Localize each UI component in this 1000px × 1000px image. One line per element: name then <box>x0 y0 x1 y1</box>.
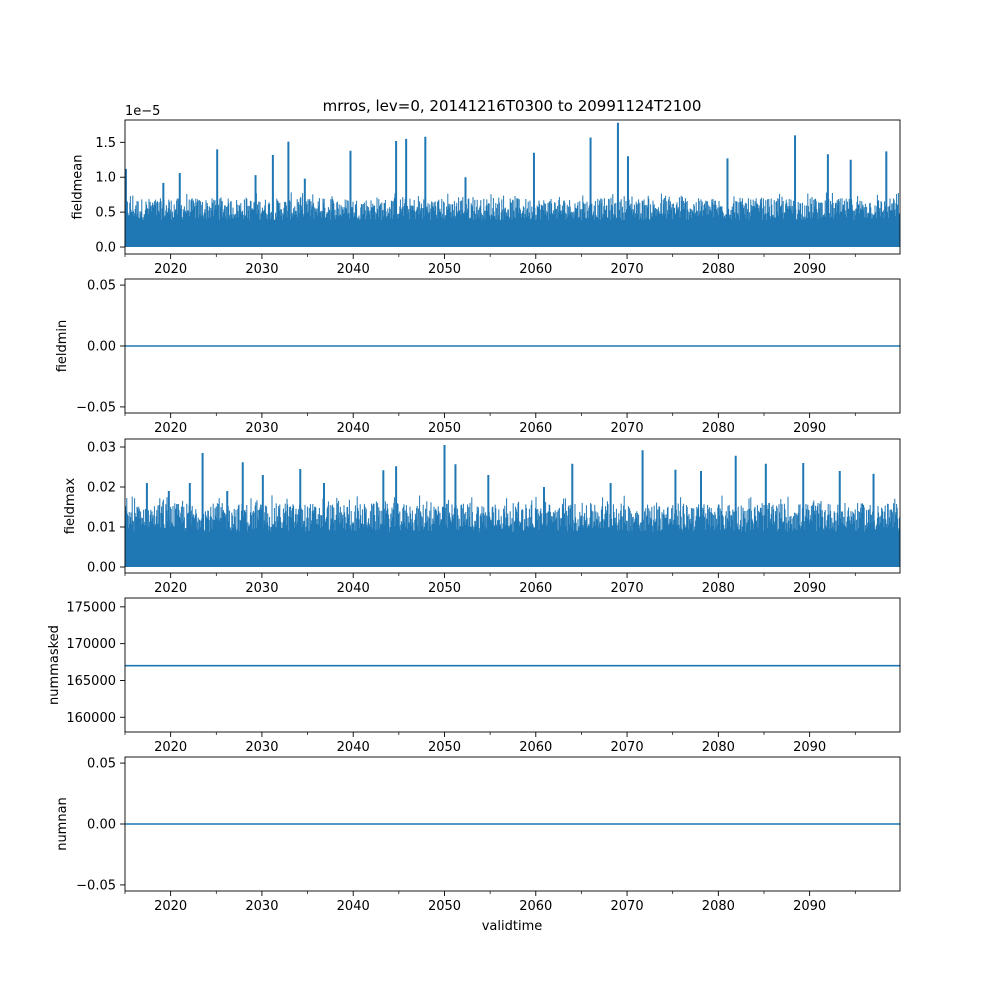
series-fieldmax <box>124 445 901 567</box>
x-tick-label-nummasked-3: 2050 <box>428 740 461 755</box>
y-tick-label-fieldmin-1: 0.00 <box>87 340 116 355</box>
x-tick-label-fieldmean-2: 2040 <box>337 262 370 277</box>
x-tick-label-fieldmean-6: 2080 <box>702 262 735 277</box>
chart-title: mrros, lev=0, 20141216T0300 to 20991124T… <box>323 97 702 115</box>
x-tick-label-fieldmin-7: 2090 <box>793 421 826 436</box>
x-tick-label-numnan-6: 2080 <box>702 899 735 914</box>
x-tick-label-fieldmean-7: 2090 <box>793 262 826 277</box>
panel-nummasked: 2020 2030 2040 2050 2060 2070 2080 2090 160000 16… <box>47 597 901 755</box>
x-tick-label-numnan-5: 2070 <box>611 899 644 914</box>
y-tick-label-fieldmean-1: 0.5 <box>95 206 116 221</box>
x-tick-label-fieldmean-0: 2020 <box>154 262 187 277</box>
axes-frame-nummasked <box>124 597 901 733</box>
x-tick-label-fieldmin-6: 2080 <box>702 421 735 436</box>
y-tick-label-fieldmean-3: 1.5 <box>95 136 116 151</box>
x-tick-label-fieldmax-7: 2090 <box>793 581 826 596</box>
y-axis-label-numnan: numnan <box>55 797 70 851</box>
x-tick-label-fieldmin-0: 2020 <box>154 421 187 436</box>
offset-label-fieldmean: 1e−5 <box>125 104 160 119</box>
x-tick-label-numnan-0: 2020 <box>154 899 187 914</box>
y-tick-label-fieldmax-3: 0.03 <box>87 441 116 456</box>
x-tick-label-fieldmean-1: 2030 <box>245 262 278 277</box>
x-tick-label-numnan-7: 2090 <box>793 899 826 914</box>
y-tick-label-fieldmean-2: 1.0 <box>95 171 116 186</box>
x-tick-label-fieldmax-2: 2040 <box>337 581 370 596</box>
series-fieldmean <box>124 122 901 248</box>
x-tick-label-fieldmin-2: 2040 <box>337 421 370 436</box>
x-tick-label-fieldmax-3: 2050 <box>428 581 461 596</box>
y-axis-label-fieldmax: fieldmax <box>63 478 78 535</box>
y-tick-label-fieldmax-1: 0.01 <box>87 521 116 536</box>
x-tick-label-fieldmean-4: 2060 <box>519 262 552 277</box>
panel-fieldmean: 2020 2030 2040 2050 2060 2070 2080 2090 0.0 0.5 1.… <box>71 104 901 277</box>
x-tick-label-fieldmax-0: 2020 <box>154 581 187 596</box>
x-tick-label-fieldmin-3: 2050 <box>428 421 461 436</box>
panel-fieldmax: 2020 2030 2040 2050 2060 2070 2080 2090 0.00 0.01… <box>63 438 901 596</box>
y-tick-label-fieldmax-2: 0.02 <box>87 481 116 496</box>
x-tick-label-numnan-1: 2030 <box>245 899 278 914</box>
x-tick-label-fieldmax-4: 2060 <box>519 581 552 596</box>
y-tick-label-fieldmin-0: −0.05 <box>76 400 116 415</box>
panel-numnan: 2020 2030 2040 2050 2060 2070 2080 2090 −0.05 0.0… <box>55 756 901 914</box>
y-tick-label-fieldmin-2: 0.05 <box>87 279 116 294</box>
x-tick-label-fieldmax-6: 2080 <box>702 581 735 596</box>
x-tick-label-fieldmean-3: 2050 <box>428 262 461 277</box>
x-tick-label-nummasked-2: 2040 <box>337 740 370 755</box>
x-tick-label-nummasked-1: 2030 <box>245 740 278 755</box>
y-tick-label-fieldmax-0: 0.00 <box>87 561 116 576</box>
x-tick-label-nummasked-4: 2060 <box>519 740 552 755</box>
y-tick-label-fieldmean-0: 0.0 <box>95 241 116 256</box>
y-axis-label-nummasked: nummasked <box>47 625 62 705</box>
y-axis-label-fieldmean: fieldmean <box>71 155 86 220</box>
y-tick-label-numnan-0: −0.05 <box>76 878 116 893</box>
x-tick-label-numnan-4: 2060 <box>519 899 552 914</box>
y-tick-label-nummasked-1: 165000 <box>66 674 116 689</box>
y-tick-label-numnan-2: 0.05 <box>87 757 116 772</box>
x-tick-label-fieldmax-1: 2030 <box>245 581 278 596</box>
x-tick-label-nummasked-5: 2070 <box>611 740 644 755</box>
x-tick-label-nummasked-7: 2090 <box>793 740 826 755</box>
x-axis-label: validtime <box>482 919 543 934</box>
axes-frame-fieldmean <box>124 119 901 255</box>
x-tick-label-fieldmax-5: 2070 <box>611 581 644 596</box>
panel-fieldmin: 2020 2030 2040 2050 2060 2070 2080 2090 −0.05 0.0… <box>55 278 901 436</box>
x-tick-label-fieldmin-5: 2070 <box>611 421 644 436</box>
x-tick-label-nummasked-6: 2080 <box>702 740 735 755</box>
x-tick-label-nummasked-0: 2020 <box>154 740 187 755</box>
y-tick-label-nummasked-3: 175000 <box>66 600 116 615</box>
y-axis-label-fieldmin: fieldmin <box>55 320 70 373</box>
x-tick-label-numnan-3: 2050 <box>428 899 461 914</box>
x-tick-label-fieldmean-5: 2070 <box>611 262 644 277</box>
x-tick-label-fieldmin-4: 2060 <box>519 421 552 436</box>
x-tick-label-numnan-2: 2040 <box>337 899 370 914</box>
axes-frame-fieldmax <box>124 438 901 574</box>
y-tick-label-nummasked-2: 170000 <box>66 637 116 652</box>
y-tick-label-numnan-1: 0.00 <box>87 818 116 833</box>
x-tick-label-fieldmin-1: 2030 <box>245 421 278 436</box>
y-tick-label-nummasked-0: 160000 <box>66 711 116 726</box>
